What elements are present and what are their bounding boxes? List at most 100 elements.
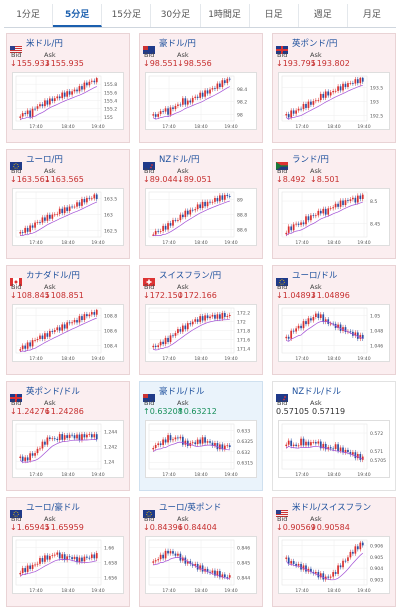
currency-card[interactable]: NZドル/円 Bid Ask ↓89.044 ↓89.051 89 88.8 88.6 17:4… xyxy=(139,149,263,259)
candle-body xyxy=(174,333,177,336)
currency-card[interactable]: カナダドル/円 Bid Ask ↓108.845 ↓108.851 108.8 108.6 1… xyxy=(6,265,130,375)
candle-body xyxy=(86,314,88,317)
candle-body xyxy=(354,546,357,554)
price-chart[interactable]: 0.633 0.6325 0.632 0.6315 17:40 18:40 19:40 xyxy=(145,420,257,478)
candle-body xyxy=(206,90,209,94)
y-tick-label: 155.4 xyxy=(104,99,117,105)
candle-body xyxy=(172,439,174,441)
price-chart[interactable]: 1.66 1.658 1.656 17:40 18:40 19:40 xyxy=(12,536,124,594)
nz-flag-icon xyxy=(143,155,155,170)
price-chart[interactable]: 8.5 8.45 17:40 18:40 19:40 xyxy=(278,188,390,246)
currency-pair-link[interactable]: 豪ドル/ドル xyxy=(159,387,205,397)
tab-0[interactable]: 1分足 xyxy=(4,4,54,27)
candle-body xyxy=(51,438,54,440)
candle-body xyxy=(184,325,187,330)
price-chart[interactable]: 0.906 0.905 0.904 0.903 17:40 18:40 19:40 xyxy=(278,536,390,594)
bid-price: ↓0.90569 xyxy=(276,523,316,532)
price-chart[interactable]: 172.2 172 171.8 171.6 171.4 17:40 18:40 19:40 xyxy=(145,304,257,362)
currency-pair-link[interactable]: カナダドル/円 xyxy=(26,271,80,281)
arrow-down-icon: ↓ xyxy=(143,59,150,68)
ask-price-text: 1.24286 xyxy=(50,407,84,416)
candle-body xyxy=(164,225,167,230)
currency-pair-link[interactable]: ユーロ/豪ドル xyxy=(26,503,80,513)
currency-pair-link[interactable]: NZドル/ドル xyxy=(292,387,342,397)
tab-5[interactable]: 日足 xyxy=(250,4,299,27)
currency-card[interactable]: ランド/円 Bid Ask ↓8.492 ↓8.501 8.5 8.45 17:40 18:40… xyxy=(272,149,396,259)
currency-pair-link[interactable]: ユーロ/ドル xyxy=(292,271,338,281)
candle-body xyxy=(157,443,160,446)
currency-pair-link[interactable]: 米ドル/円 xyxy=(26,39,63,49)
candle-body xyxy=(53,214,56,216)
tab-7[interactable]: 月足 xyxy=(362,10,381,20)
y-tick-label: 171.4 xyxy=(237,347,250,353)
price-chart[interactable]: 193.5 193 192.5 17:40 18:40 19:40 xyxy=(278,72,390,130)
candle-body xyxy=(302,222,305,225)
ask-price: ↓163.565 xyxy=(44,175,84,184)
currency-card[interactable]: 米ドル/スイスフラン Bid Ask ↓0.90569 ↓0.90584 0.906 0.9… xyxy=(272,497,396,607)
currency-pair-link[interactable]: スイスフラン/円 xyxy=(159,271,222,281)
currency-card[interactable]: 豪ドル/円 Bid Ask ↓98.551 ↓98.556 98.4 98.2 98 17:40… xyxy=(139,33,263,143)
tab-4[interactable]: 1時間足 xyxy=(201,4,250,27)
candle-body xyxy=(216,571,219,576)
candle-body xyxy=(189,561,192,564)
candle-body xyxy=(31,564,34,569)
tab-2[interactable]: 15分足 xyxy=(102,4,152,27)
candle-body xyxy=(71,557,73,560)
price-chart[interactable]: 1.05 1.048 1.046 17:40 18:40 19:40 xyxy=(278,304,390,362)
currency-card[interactable]: スイスフラン/円 Bid Ask ↓172.150 ↓172.166 172.2 172 17… xyxy=(139,265,263,375)
price-chart[interactable]: 0.846 0.845 0.844 17:40 18:40 19:40 xyxy=(145,536,257,594)
currency-pair-link[interactable]: 英ポンド/ドル xyxy=(26,387,80,397)
currency-card[interactable]: ユーロ/英ポンド Bid Ask ↓0.84396 ↓0.84404 0.846 0.845… xyxy=(139,497,263,607)
currency-card[interactable]: 豪ドル/ドル Bid Ask ↑0.63208 ↑0.63212 0.633 0.6325 0… xyxy=(139,381,263,491)
y-tick-label: 1.658 xyxy=(104,561,117,567)
currency-pair-link[interactable]: ユーロ/円 xyxy=(26,155,63,165)
y-tick-label: 88.8 xyxy=(237,213,247,219)
currency-card[interactable]: NZドル/ドル Bid Ask 0.57105 0.57119 0.572 0.571 0.5… xyxy=(272,381,396,491)
currency-card[interactable]: ユーロ/豪ドル Bid Ask ↓1.65945 ↓1.65959 1.66 1.658 1.… xyxy=(6,497,130,607)
currency-pair-link[interactable]: 英ポンド/円 xyxy=(292,39,338,49)
candle-body xyxy=(349,331,352,333)
currency-pair-link[interactable]: 米ドル/スイスフラン xyxy=(292,503,372,513)
x-tick-label: 17:40 xyxy=(295,356,308,362)
price-chart[interactable]: 108.8 108.6 108.4 17:40 18:40 19:40 xyxy=(12,304,124,362)
tab-1[interactable]: 5分足 xyxy=(53,4,103,27)
tab-3[interactable]: 30分足 xyxy=(151,4,201,27)
uk-flag-icon xyxy=(276,39,288,54)
candle-body xyxy=(76,434,78,439)
y-tick-label: 1.242 xyxy=(104,445,117,451)
currency-pair-link[interactable]: 豪ドル/円 xyxy=(159,39,196,49)
price-chart[interactable]: 155.8 155.6 155.4 155.2 155 17:40 18:40 19:40 xyxy=(12,72,124,130)
bid-price: ↓1.24276 xyxy=(10,407,50,416)
currency-pair-link[interactable]: ランド/円 xyxy=(292,155,329,165)
arrow-down-icon: ↓ xyxy=(143,523,150,532)
x-tick-label: 17:40 xyxy=(29,356,42,362)
plot-area xyxy=(281,191,368,238)
currency-card[interactable]: ユーロ/円 Bid Ask ↓163.561 ↓163.565 163.5 163 162.5… xyxy=(6,149,130,259)
currency-pair-link[interactable]: ユーロ/英ポンド xyxy=(159,503,222,513)
y-tick-label: 171.8 xyxy=(237,329,250,335)
currency-card[interactable]: ユーロ/ドル Bid Ask ↓1.04893 ↓1.04896 1.05 1.048 1.0… xyxy=(272,265,396,375)
currency-card[interactable]: 米ドル/円 Bid Ask ↓155.933 ↓155.935 155.8 155.6 155… xyxy=(6,33,130,143)
arrow-down-icon: ↓ xyxy=(177,523,184,532)
x-tick-label: 19:40 xyxy=(224,240,237,246)
currency-pair-link[interactable]: NZドル/円 xyxy=(159,155,200,165)
x-tick-label: 17:40 xyxy=(29,240,42,246)
currency-card[interactable]: 英ポンド/円 Bid Ask ↓193.795 ↓193.802 193.5 193 192.… xyxy=(272,33,396,143)
price-chart[interactable]: 98.4 98.2 98 17:40 18:40 19:40 xyxy=(145,72,257,130)
price-chart[interactable]: 89 88.8 88.6 17:40 18:40 19:40 xyxy=(145,188,257,246)
x-tick-label: 17:40 xyxy=(295,124,308,130)
candle-body xyxy=(44,333,46,340)
price-chart[interactable]: 1.244 1.242 1.24 17:40 18:40 19:40 xyxy=(12,420,124,478)
tab-6[interactable]: 週足 xyxy=(299,4,348,27)
y-tick-label: 1.244 xyxy=(104,430,117,436)
arrow-down-icon: ↓ xyxy=(177,175,184,184)
x-tick-label: 19:40 xyxy=(91,356,104,362)
price-chart[interactable]: 163.5 163 162.5 17:40 18:40 19:40 xyxy=(12,188,124,246)
candle-body xyxy=(204,437,206,443)
currency-card[interactable]: 英ポンド/ドル Bid Ask ↓1.24276 ↓1.24286 1.244 1.242 1… xyxy=(6,381,130,491)
bid-label: Bid xyxy=(11,283,22,291)
price-chart[interactable]: 0.572 0.571 0.5705 17:40 18:40 19:40 xyxy=(278,420,390,478)
candle-body xyxy=(295,223,297,225)
candle-body xyxy=(66,322,69,329)
bid-label: Bid xyxy=(277,283,288,291)
